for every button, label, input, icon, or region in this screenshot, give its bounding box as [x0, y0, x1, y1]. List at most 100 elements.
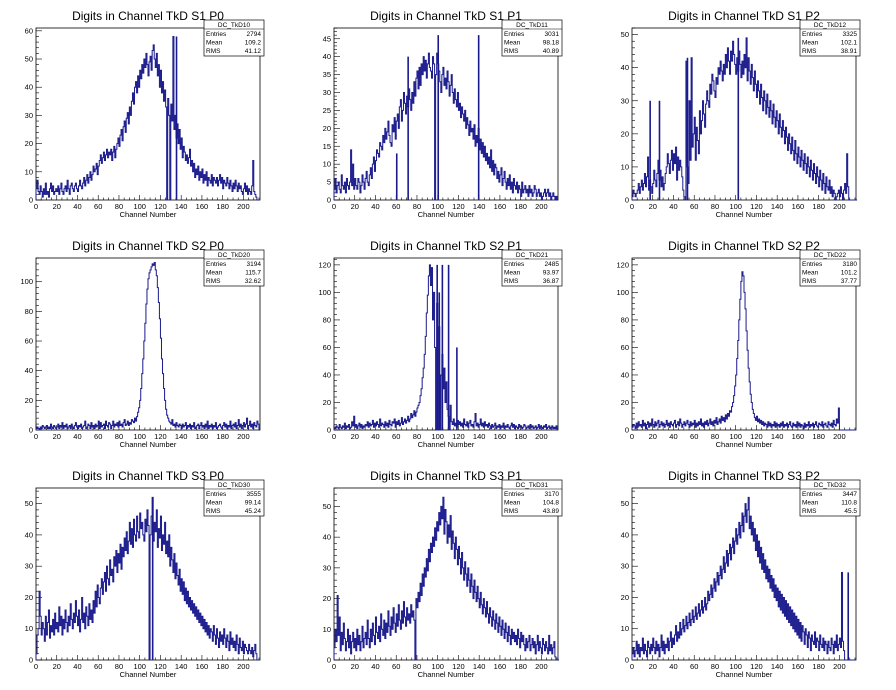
x-tick-label: 140	[771, 432, 784, 441]
histogram-panel-7: Digits in Channel TkD S3 P00 20 40 60 80 100 1…	[25, 469, 265, 679]
stats-value-rms: 45.5	[844, 508, 857, 515]
panel-title: Digits in Channel TkD S3 P2	[668, 469, 820, 483]
stats-box: DC_TkD12 Entries 3325 Mean 102.1 RMS 38.91	[799, 19, 861, 57]
histogram-outline	[333, 264, 558, 431]
stats-box: DC_TkD11 Entries 3031 Mean 98.18 RMS 40.89	[501, 19, 563, 57]
y-tick-label: 50	[323, 502, 331, 511]
stats-box-frame	[799, 19, 861, 57]
stats-label-rms: RMS	[206, 48, 221, 55]
plot-frame	[631, 257, 857, 431]
x-tick-label: 140	[473, 662, 486, 671]
x-tick-label: 20	[649, 432, 657, 441]
y-tick-label: 40	[621, 370, 629, 379]
x-tick-label: 80	[413, 662, 421, 671]
histogram-outline	[631, 496, 855, 661]
y-tick-label: 30	[323, 563, 331, 572]
plot-frame	[35, 487, 261, 661]
histogram-panel-1: Digits in Channel TkD S1 P00 20 40 60 80 100 1…	[25, 9, 265, 219]
y-tick-label: 40	[323, 533, 331, 542]
stats-label-entries: Entries	[504, 31, 525, 38]
stats-value-rms: 43.89	[543, 508, 560, 515]
y-tick-label: 0	[327, 426, 331, 435]
x-tick-label: 180	[514, 202, 527, 211]
stats-label-rms: RMS	[802, 48, 817, 55]
x-tick-label: 160	[792, 432, 805, 441]
x-tick-label: 200	[237, 432, 250, 441]
stats-label-entries: Entries	[206, 31, 227, 38]
histogram-panel-6: Digits in Channel TkD S2 P2 0 20 40 60 80 100 1…	[616, 239, 861, 449]
x-tick-label: 200	[535, 662, 548, 671]
y-tick-label: 0	[29, 426, 33, 435]
y-tick-label: 40	[323, 370, 331, 379]
y-tick-label: 100	[20, 277, 33, 286]
x-tick-label: 180	[514, 432, 527, 441]
plot-frame	[631, 487, 857, 661]
stats-value-entries: 3447	[843, 491, 858, 498]
stats-label-entries: Entries	[802, 491, 823, 498]
stats-value-entries: 2485	[545, 261, 560, 268]
y-tick-label: 0	[327, 656, 331, 665]
x-tick-label: 40	[371, 432, 379, 441]
stats-label-mean: Mean	[206, 500, 223, 507]
x-tick-label: 80	[711, 432, 719, 441]
y-tick-label: 20	[25, 593, 33, 602]
stats-box-frame	[203, 19, 265, 57]
x-tick-label: 60	[392, 432, 400, 441]
x-tick-label: 60	[392, 662, 400, 671]
x-tick-label: 80	[711, 202, 719, 211]
stats-box: DC_TkD10 Entries 2794 Mean 109.2 RMS 41.12	[203, 19, 265, 57]
stats-value-rms: 45.24	[245, 508, 262, 515]
stats-name: DC_TkD11	[516, 22, 548, 29]
x-tick-label: 100	[133, 432, 146, 441]
y-tick-label: 10	[323, 625, 331, 634]
panel-title: Digits in Channel TkD S2 P0	[72, 239, 224, 253]
stats-name: DC_TkD22	[814, 252, 847, 259]
stats-box: DC_TkD30 Entries 3555 Mean 99.14 RMS 45.24	[203, 479, 265, 517]
x-tick-label: 20	[649, 662, 657, 671]
x-tick-label: 80	[115, 202, 123, 211]
stats-value-mean: 109.2	[245, 40, 262, 47]
y-tick-label: 40	[25, 83, 33, 92]
stats-value-entries: 3170	[545, 491, 560, 498]
histogram-outline	[631, 37, 858, 201]
x-tick-label: 80	[115, 432, 123, 441]
stats-value-rms: 41.12	[245, 48, 262, 55]
x-tick-label: 200	[833, 202, 846, 211]
histogram-panel-5: Digits in Channel TkD S2 P1 0 20 40 60 80 100 1…	[318, 239, 563, 449]
x-tick-label: 60	[690, 202, 698, 211]
stats-label-rms: RMS	[504, 48, 519, 55]
x-tick-label: 200	[535, 202, 548, 211]
stats-label-entries: Entries	[206, 261, 227, 268]
x-tick-label: 140	[473, 202, 486, 211]
stats-value-entries: 3555	[247, 491, 262, 498]
x-axis-label: Channel Number	[120, 210, 177, 219]
y-tick-label: 0	[29, 196, 33, 205]
y-tick-label: 0	[625, 426, 629, 435]
stats-label-entries: Entries	[802, 31, 823, 38]
stats-box-frame	[799, 249, 861, 287]
histogram-panel-2: Digits in Channel TkD S1 P10 20 40 60 80 100 1…	[323, 9, 563, 219]
plot-frame	[35, 257, 261, 431]
x-tick-label: 80	[413, 202, 421, 211]
y-tick-label: 20	[621, 398, 629, 407]
stats-label-rms: RMS	[802, 278, 817, 285]
histogram-outline	[35, 261, 260, 431]
y-tick-label: 50	[621, 30, 629, 39]
histogram-outline	[631, 271, 856, 431]
y-tick-label: 5	[327, 178, 331, 187]
x-tick-label: 160	[494, 432, 507, 441]
y-tick-label: 50	[25, 55, 33, 64]
panel-title: Digits in Channel TkD S2 P1	[370, 239, 522, 253]
x-tick-label: 40	[371, 202, 379, 211]
y-tick-label: 35	[323, 70, 331, 79]
x-tick-label: 160	[494, 662, 507, 671]
x-tick-label: 100	[729, 662, 742, 671]
y-tick-label: 40	[25, 530, 33, 539]
y-tick-label: 20	[621, 593, 629, 602]
x-tick-label: 20	[53, 432, 61, 441]
stats-label-mean: Mean	[802, 500, 819, 507]
x-tick-label: 100	[133, 202, 146, 211]
stats-label-mean: Mean	[504, 270, 521, 277]
y-tick-label: 120	[318, 260, 331, 269]
